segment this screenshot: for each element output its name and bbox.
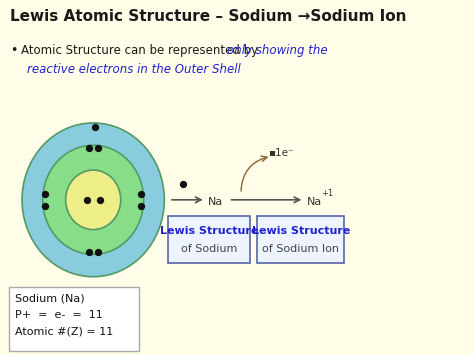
Text: Lewis Structure: Lewis Structure: [160, 225, 258, 236]
FancyBboxPatch shape: [168, 216, 250, 263]
FancyBboxPatch shape: [257, 216, 344, 263]
Point: [85, 145, 92, 151]
Text: Na: Na: [307, 197, 322, 207]
Text: Atomic #(Z) = 11: Atomic #(Z) = 11: [15, 326, 113, 336]
FancyBboxPatch shape: [9, 286, 139, 351]
Text: of Sodium: of Sodium: [181, 245, 237, 255]
Circle shape: [22, 123, 164, 277]
Text: P+  =  e-  =  11: P+ = e- = 11: [15, 310, 103, 320]
Text: ▪1e⁻: ▪1e⁻: [268, 148, 294, 158]
Point: [137, 203, 145, 209]
Point: [41, 191, 49, 197]
Point: [137, 191, 145, 197]
Point: [94, 145, 101, 151]
Text: Atomic Structure can be represented by: Atomic Structure can be represented by: [21, 44, 262, 56]
Text: Lewis Atomic Structure – Sodium →Sodium Ion: Lewis Atomic Structure – Sodium →Sodium …: [9, 9, 406, 24]
Text: Lewis Structure: Lewis Structure: [252, 225, 350, 236]
Text: only showing the: only showing the: [227, 44, 328, 56]
Point: [91, 124, 99, 130]
Point: [83, 197, 91, 203]
Text: •: •: [9, 44, 17, 56]
Point: [179, 181, 186, 187]
Text: of Sodium Ion: of Sodium Ion: [263, 245, 339, 255]
Text: Na: Na: [208, 197, 223, 207]
Point: [85, 249, 92, 255]
Circle shape: [65, 170, 121, 230]
Text: reactive electrons in the Outer Shell: reactive electrons in the Outer Shell: [27, 64, 240, 76]
Point: [96, 197, 103, 203]
Point: [41, 203, 49, 209]
Circle shape: [43, 145, 144, 255]
Point: [94, 249, 101, 255]
Text: Sodium (Na): Sodium (Na): [15, 294, 85, 304]
Text: +1: +1: [321, 189, 333, 198]
